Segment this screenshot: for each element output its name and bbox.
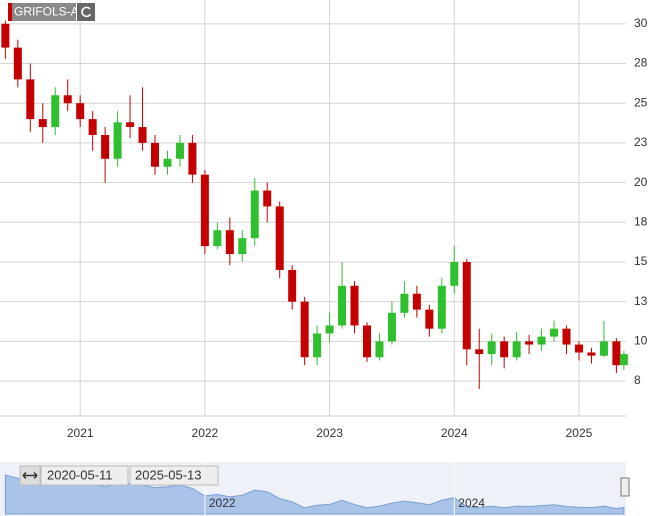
range-from-input[interactable] xyxy=(40,465,129,486)
candle-body xyxy=(225,230,234,255)
candle-body xyxy=(175,142,184,159)
candle-body xyxy=(151,142,160,167)
x-tick-label: 2022 xyxy=(192,426,219,440)
y-tick-label: 15 xyxy=(634,254,648,268)
candle-body xyxy=(325,325,334,334)
candle-body xyxy=(238,238,247,255)
x-tick-label: 2025 xyxy=(566,426,593,440)
candle-body xyxy=(412,293,421,310)
candle-body xyxy=(26,79,35,120)
candle-body xyxy=(300,301,309,358)
candle-body xyxy=(599,341,608,356)
refresh-icon xyxy=(81,6,92,18)
candle-body xyxy=(188,142,197,175)
y-tick-label: 18 xyxy=(634,214,648,228)
candle-body xyxy=(612,341,621,366)
candle-body xyxy=(1,23,10,48)
candle-body xyxy=(275,206,284,270)
candle-body xyxy=(51,95,60,128)
candle-body xyxy=(425,309,434,329)
candle-body xyxy=(525,341,534,345)
candle-body xyxy=(113,122,122,159)
y-tick-label: 30 xyxy=(634,16,648,30)
candle-body xyxy=(450,261,459,286)
plot-area xyxy=(0,0,626,416)
candle-body xyxy=(101,134,110,159)
refresh-button[interactable] xyxy=(77,3,95,21)
candle-body xyxy=(213,230,222,247)
y-tick-label: 28 xyxy=(634,56,648,70)
candle-body xyxy=(250,190,259,239)
candle-body xyxy=(76,103,85,120)
x-tick-label: 2023 xyxy=(316,426,343,440)
candle-body xyxy=(619,354,628,366)
x-tick-label: 2024 xyxy=(441,426,468,440)
candle-body xyxy=(63,95,72,104)
title: GRIFOLS-A xyxy=(14,5,79,19)
candle-body xyxy=(288,269,297,302)
candle-body xyxy=(500,341,509,358)
candle-body xyxy=(537,336,546,345)
title-accent xyxy=(8,3,12,21)
navigator-tick-label: 2022 xyxy=(209,496,236,510)
candle-body xyxy=(387,312,396,342)
range-to-input[interactable] xyxy=(129,465,219,486)
y-tick-label: 25 xyxy=(634,95,648,109)
candle-body xyxy=(487,341,496,355)
candle-body xyxy=(13,47,22,80)
candle-body xyxy=(562,328,571,345)
range-from: 2020-05-11 xyxy=(47,467,113,482)
candle-body xyxy=(400,293,409,313)
candle-body xyxy=(462,261,471,350)
candles xyxy=(1,20,628,390)
y-tick-label: 10 xyxy=(634,334,648,348)
title-box xyxy=(8,3,76,21)
candle-body xyxy=(550,328,559,337)
candle-body xyxy=(313,333,322,358)
y-tick-label: 13 xyxy=(634,294,648,308)
candle-body xyxy=(375,341,384,358)
candle-body xyxy=(512,341,521,358)
candle-body xyxy=(38,119,47,128)
candle-body xyxy=(574,344,583,353)
candle-body xyxy=(138,127,147,143)
candle-body xyxy=(126,122,135,128)
candle-body xyxy=(362,325,371,358)
candle-body xyxy=(475,349,484,355)
range-to: 2025-05-13 xyxy=(135,467,202,482)
y-tick-label: 20 xyxy=(634,175,648,189)
candle-body xyxy=(338,285,347,326)
range-arrows xyxy=(22,471,38,480)
navigator-tick-label: 2024 xyxy=(458,496,485,510)
y-tick-label: 8 xyxy=(634,373,641,387)
candle-body xyxy=(88,119,97,135)
candle-body xyxy=(587,352,596,356)
candle-body xyxy=(163,158,172,167)
navigator-handle[interactable] xyxy=(620,477,630,497)
candle-body xyxy=(200,174,209,247)
x-tick-label: 2021 xyxy=(67,426,94,440)
y-tick-label: 23 xyxy=(634,135,648,149)
candle-body xyxy=(437,285,446,329)
grid xyxy=(0,0,626,416)
candle-body xyxy=(263,190,272,207)
candle-body xyxy=(350,285,359,326)
